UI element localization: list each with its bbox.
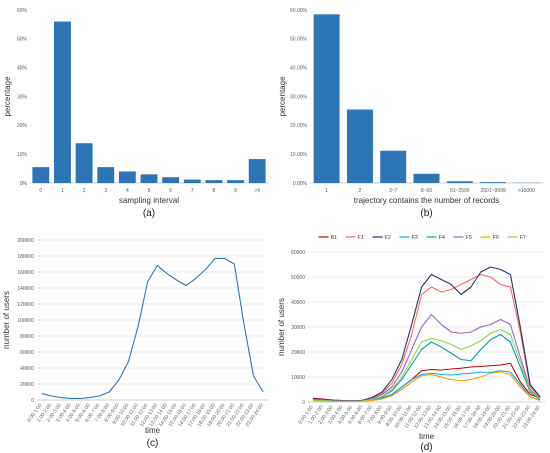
bar <box>183 179 201 183</box>
x-tick-label: 51~2500 <box>450 188 470 194</box>
y-tick-label: 80000 <box>20 334 34 340</box>
bar <box>313 14 340 184</box>
bar <box>248 159 266 183</box>
y-tick-label: 60000 <box>291 250 305 256</box>
y-tick-label: 120000 <box>17 302 34 308</box>
series-line-F2 <box>312 266 541 402</box>
y-tick-label: 0 <box>31 398 34 404</box>
panel-label: (a) <box>143 208 155 219</box>
y-tick-label: 0.00% <box>293 181 308 187</box>
x-tick-label: 2501~9999 <box>480 188 505 194</box>
y-axis-label: number of users <box>277 298 286 356</box>
legend-label: B1 <box>331 235 338 241</box>
series-line-B1 <box>312 362 541 402</box>
x-axis-label: time <box>145 426 161 435</box>
y-tick-label: 0% <box>20 181 28 187</box>
x-tick-label: 2 <box>359 188 362 194</box>
x-tick-label: 8 <box>213 188 216 194</box>
x-axis-label: time <box>419 432 435 441</box>
legend-label: F3 <box>412 235 418 241</box>
y-tick-label: 10.00% <box>290 152 308 158</box>
y-tick-label: 50.00% <box>290 37 308 43</box>
y-tick-label: 20.00% <box>290 123 308 129</box>
bar <box>97 167 115 183</box>
y-tick-label: 100000 <box>17 318 34 324</box>
y-tick-label: 40000 <box>291 300 305 306</box>
x-tick-label: 3~7 <box>389 188 398 194</box>
series-line-F5 <box>312 313 541 402</box>
bar <box>227 180 244 183</box>
bar <box>54 21 71 184</box>
y-tick-label: 40000 <box>20 366 34 372</box>
x-tick-label: 1 <box>61 188 64 194</box>
y-tick-label: 10000 <box>291 375 305 381</box>
bar <box>346 109 373 183</box>
x-tick-label: 2 <box>83 188 86 194</box>
bar <box>380 150 407 183</box>
series-line-F1 <box>312 273 541 402</box>
y-tick-label: 30.00% <box>290 94 308 100</box>
x-tick-label: 9 <box>234 188 237 194</box>
panel-label: (b) <box>420 208 432 219</box>
y-tick-label: 50% <box>17 37 28 43</box>
x-tick-label: >10000 <box>518 188 535 194</box>
y-tick-label: 50000 <box>291 275 305 281</box>
x-tick-label: 7 <box>191 188 194 194</box>
x-axis-label: trajectory contains the number of record… <box>354 196 499 205</box>
x-axis-label: sampling interval <box>119 196 179 205</box>
legend-label: F5 <box>466 235 472 241</box>
y-tick-label: 140000 <box>17 286 34 292</box>
x-tick-label: 1 <box>325 188 328 194</box>
x-tick-label: 3 <box>104 188 107 194</box>
bar <box>413 173 440 183</box>
legend-label: F4 <box>439 235 445 241</box>
series-line-F4 <box>312 333 541 402</box>
series-line-F6 <box>312 371 541 403</box>
y-tick-label: 20% <box>17 123 28 129</box>
series-line-0 <box>41 257 264 399</box>
bar <box>480 182 507 183</box>
bar <box>205 180 223 183</box>
x-tick-label: 8~50 <box>421 188 432 194</box>
y-tick-label: 40.00% <box>290 65 308 71</box>
y-tick-label: 60000 <box>20 350 34 356</box>
legend-label: F6 <box>493 235 499 241</box>
x-tick-label: 0 <box>39 188 42 194</box>
panel-label: (d) <box>420 442 432 453</box>
bar <box>162 177 180 183</box>
y-tick-label: 30000 <box>291 325 305 331</box>
bar <box>75 143 93 183</box>
legend-label: F1 <box>358 235 364 241</box>
x-tick-label: >9 <box>254 188 260 194</box>
y-axis-label: percentage <box>278 76 287 117</box>
x-tick-label: 6 <box>169 188 172 194</box>
bar <box>140 174 158 183</box>
y-tick-label: 160000 <box>17 270 34 276</box>
y-tick-label: 0 <box>302 400 305 406</box>
y-tick-label: 40% <box>17 65 28 71</box>
legend-label: F7 <box>520 235 526 241</box>
series-line-F7 <box>312 328 541 402</box>
chart-c: 0 20000 40000 60000 80000 100000 120000 140000 1… <box>2 238 268 449</box>
y-tick-label: 200000 <box>17 238 34 244</box>
y-tick-label: 60% <box>17 8 28 14</box>
y-axis-label: number of users <box>2 291 11 349</box>
chart-b: 0.00% 10.00% 20.00% 30.00% 40.00% 50.00% 60.00… <box>278 8 543 219</box>
y-tick-label: 30% <box>17 94 28 100</box>
bar <box>446 181 473 183</box>
panel-label: (c) <box>147 438 159 449</box>
y-tick-label: 60.00% <box>290 8 308 14</box>
y-tick-label: 20000 <box>20 382 34 388</box>
y-tick-label: 180000 <box>17 254 34 260</box>
y-tick-label: 10% <box>17 152 28 158</box>
y-tick-label: 20000 <box>291 350 305 356</box>
y-axis-label: percentage <box>3 76 12 117</box>
chart-d: 01000020000300004000050000600000:00-1:00… <box>277 235 545 453</box>
bar <box>118 171 136 183</box>
chart-a: 0% 10% 20% 30% 40% 50% 60% 0 1 2 3 4 5 6 7 8 9 >9 sampling… <box>3 8 268 219</box>
bar <box>32 167 50 183</box>
x-tick-label: 4 <box>126 188 129 194</box>
legend-label: F2 <box>385 235 391 241</box>
x-tick-label: 5 <box>148 188 151 194</box>
